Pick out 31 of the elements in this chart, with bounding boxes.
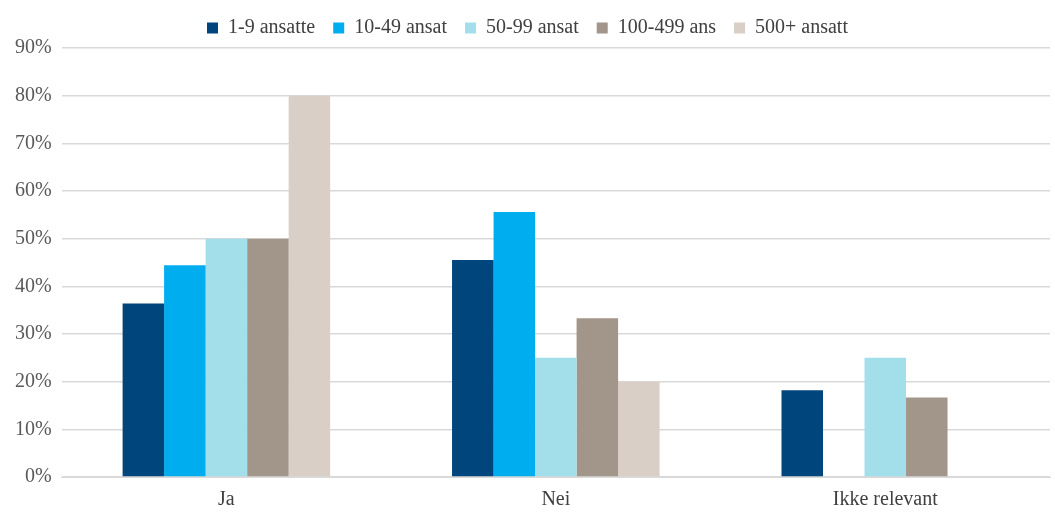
legend-label: 1-9 ansatte	[228, 15, 316, 38]
bar	[452, 260, 494, 477]
y-tick-label: 50%	[14, 225, 52, 248]
x-tick-label: Ikke relevant	[832, 487, 939, 510]
bar	[864, 357, 907, 477]
y-tick-label: 40%	[14, 273, 52, 296]
bar	[122, 303, 165, 477]
y-tick-label: 20%	[14, 368, 52, 391]
bar	[618, 381, 660, 477]
bar	[164, 265, 206, 477]
bar	[576, 318, 619, 477]
y-tick-label: 0%	[24, 464, 52, 487]
y-tick-label: 10%	[14, 416, 52, 439]
bar	[535, 357, 577, 477]
y-tick-label: 70%	[14, 130, 52, 153]
y-tick-label: 80%	[14, 82, 52, 105]
y-tick-label: 60%	[14, 178, 52, 201]
y-tick-label: 30%	[14, 321, 52, 344]
bar	[205, 238, 248, 477]
x-tick-label: Nei	[541, 487, 571, 510]
bar	[288, 95, 331, 477]
bar	[781, 390, 824, 477]
legend-label: 100-499 ans	[617, 15, 717, 38]
bar	[493, 211, 536, 477]
legend-label: 50-99 ansat	[485, 15, 580, 38]
legend-label: 500+ ansatt	[755, 15, 849, 38]
legend-label: 10-49 ansat	[354, 15, 448, 38]
x-tick-label: Ja	[218, 487, 235, 510]
y-tick-label: 90%	[14, 35, 52, 58]
bar	[247, 238, 289, 477]
bar	[906, 397, 948, 477]
